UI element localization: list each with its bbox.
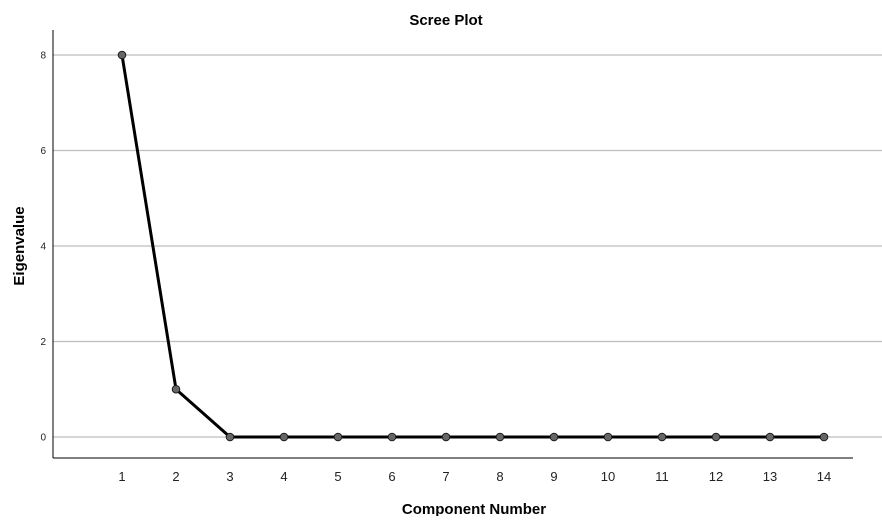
data-point-11 — [657, 432, 667, 442]
x-tick-label: 4 — [280, 469, 287, 484]
data-point-10 — [603, 432, 613, 442]
data-point-2 — [171, 384, 181, 394]
x-tick-label: 13 — [763, 469, 777, 484]
data-point-1 — [117, 50, 127, 60]
x-tick-label: 6 — [388, 469, 395, 484]
data-point-13 — [765, 432, 775, 442]
y-tick-label: 4 — [40, 242, 46, 253]
data-point-4 — [279, 432, 289, 442]
data-point-9 — [549, 432, 559, 442]
x-tick-label: 3 — [226, 469, 233, 484]
y-tick-label: 8 — [40, 51, 46, 62]
series-line-layer — [120, 53, 826, 439]
y-tick-label: 2 — [40, 337, 46, 348]
eigenvalue-line — [120, 53, 826, 439]
data-point-12 — [711, 432, 721, 442]
axes — [52, 30, 853, 459]
x-tick-label: 8 — [496, 469, 503, 484]
x-tick-label: 10 — [601, 469, 615, 484]
x-tick-label: 14 — [817, 469, 831, 484]
x-tick-label: 2 — [172, 469, 179, 484]
x-tick-label: 9 — [550, 469, 557, 484]
y-tick-label: 6 — [40, 146, 46, 157]
data-point-5 — [333, 432, 343, 442]
data-point-7 — [441, 432, 451, 442]
y-tick-label: 0 — [40, 433, 46, 444]
grid-lines — [53, 54, 882, 438]
x-tick-label: 5 — [334, 469, 341, 484]
data-point-8 — [495, 432, 505, 442]
x-tick-label: 11 — [655, 469, 669, 484]
y-axis-label: Eigenvalue — [11, 206, 28, 285]
x-tick-label: 12 — [709, 469, 723, 484]
x-tick-labels: 1 2 3 4 5 6 7 8 9 10 11 12 13 14 — [118, 469, 831, 484]
y-tick-labels: 0 2 4 6 8 — [40, 51, 46, 444]
x-axis-label: Component Number — [402, 501, 546, 516]
chart-title: Scree Plot — [409, 12, 482, 29]
x-tick-label: 7 — [442, 469, 449, 484]
data-points — [117, 50, 829, 442]
data-point-6 — [387, 432, 397, 442]
data-point-3 — [225, 432, 235, 442]
data-point-14 — [819, 432, 829, 442]
x-tick-label: 1 — [118, 469, 125, 484]
